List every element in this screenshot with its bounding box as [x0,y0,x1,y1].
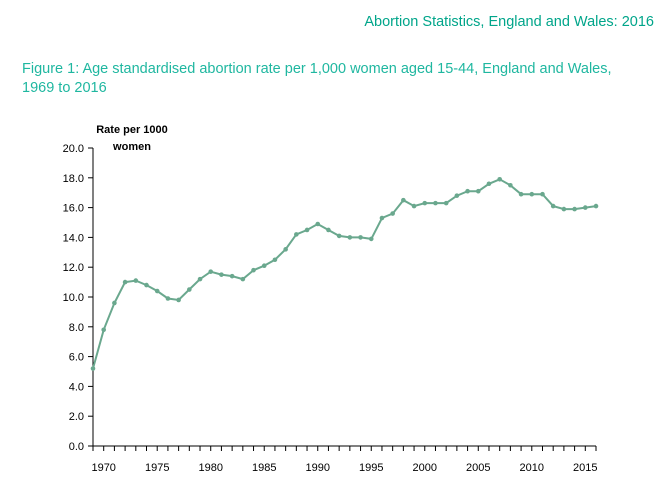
figure-title: Figure 1: Age standardised abortion rate… [22,61,612,96]
data-point [582,205,588,210]
data-point [197,276,203,282]
data-point [572,206,577,212]
report-title: Abortion Statistics, England and Wales: … [364,14,654,30]
y-tick-label: 2.0 [69,411,84,423]
data-point [454,193,460,198]
x-tick-label: 1980 [198,462,222,474]
data-point [497,176,502,182]
data-point [401,197,406,203]
y-tick-label: 6.0 [69,352,84,364]
data-point [368,236,374,242]
y-tick-label: 10.0 [63,292,84,304]
data-point [304,227,310,233]
data-point [433,200,438,206]
data-point [358,235,363,240]
x-tick-label: 1975 [145,462,169,474]
data-point [112,300,117,306]
data-point [336,233,342,239]
data-point [315,221,321,227]
data-point [133,278,139,283]
data-point [443,200,449,206]
y-tick-label: 18.0 [63,173,84,185]
x-tick-label: 1970 [91,462,115,474]
data-point [176,297,181,303]
data-point [144,282,149,288]
x-tick-label: 1985 [252,462,276,474]
data-point [529,191,535,197]
y-tick-label: 4.0 [69,381,84,393]
data-point [347,235,353,240]
data-point [101,327,107,333]
y-axis-label: Rate per 1000 women [96,124,168,153]
data-point [593,203,599,209]
data-point [251,267,256,273]
x-tick-label: 2000 [413,462,437,474]
data-point [165,296,171,301]
data-point [229,273,235,279]
data-point [90,366,96,371]
data-point [422,200,428,206]
data-point [272,257,278,263]
y-tick-label: 12.0 [63,262,84,274]
data-point [465,188,470,194]
data-point [187,287,192,292]
data-point [294,232,299,237]
data-point [561,206,567,212]
data-point [326,227,331,233]
x-tick-label: 2005 [466,462,490,474]
data-point [219,272,224,277]
y-tick-label: 14.0 [63,232,84,244]
x-tick-label: 2015 [573,462,597,474]
data-point [122,279,128,285]
data-point [540,191,545,197]
data-point [550,203,556,209]
y-tick-label: 20.0 [63,143,84,155]
y-tick-label: 16.0 [63,203,84,215]
data-point [475,188,481,194]
x-tick-label: 1995 [359,462,383,474]
data-point [390,211,395,216]
data-point [486,181,492,187]
data-point [240,276,246,282]
data-point [518,191,524,197]
y-tick-label: 0.0 [69,441,84,453]
data-point [508,182,513,188]
data-point [208,269,214,274]
data-point [411,203,417,209]
data-point [154,288,160,294]
data-point [283,247,288,252]
series-line [92,178,597,369]
data-point [261,263,267,269]
x-tick-label: 1990 [306,462,330,474]
data-point [379,215,385,221]
y-tick-label: 8.0 [69,322,84,334]
x-tick-label: 2010 [520,462,544,474]
